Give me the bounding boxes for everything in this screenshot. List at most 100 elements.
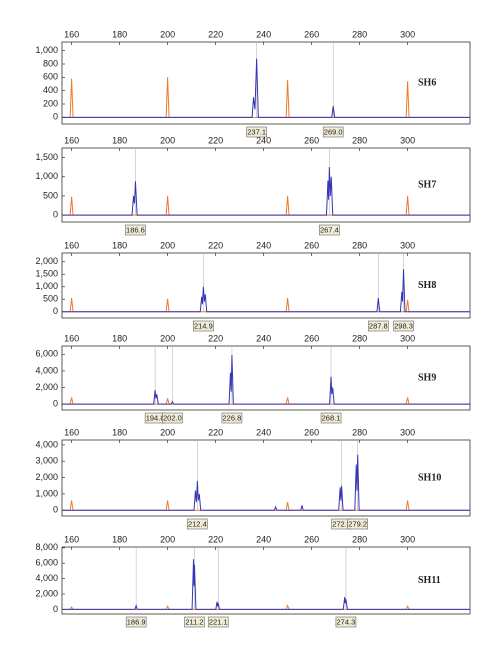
x-tick-label: 220: [208, 29, 223, 39]
y-tick-label: 200: [43, 98, 58, 108]
y-tick-label: 0: [53, 604, 58, 614]
marker-box: [246, 126, 267, 138]
x-tick-label: 260: [304, 29, 319, 39]
x-tick-label: 280: [352, 534, 367, 544]
trace: [62, 454, 470, 511]
y-tick-label: 0: [53, 399, 58, 409]
marker-box: [347, 518, 368, 530]
x-tick-label: 300: [400, 534, 415, 544]
y-tick-label: 6,000: [35, 349, 58, 359]
trace: [62, 58, 470, 118]
x-tick-label: 180: [112, 135, 127, 145]
x-tick-label: 240: [256, 240, 271, 250]
marker-box: [322, 126, 344, 138]
marker-box: [125, 616, 147, 628]
marker-box: [319, 224, 340, 236]
marker-label: 194.8: [146, 413, 165, 422]
y-tick-label: 0: [53, 209, 58, 219]
marker-box: [207, 616, 229, 628]
marker-label: 287.8: [369, 321, 388, 330]
x-tick-label: 180: [112, 427, 127, 437]
marker-box: [184, 616, 205, 628]
marker-box: [187, 518, 208, 530]
plot-frame: [61, 252, 471, 319]
x-tick-label: 160: [64, 135, 79, 145]
x-tick-label: 300: [400, 427, 415, 437]
x-tick-label: 300: [400, 333, 415, 343]
x-tick-label: 220: [208, 240, 223, 250]
x-tick-label: 180: [112, 29, 127, 39]
y-tick-label: 1,000: [35, 488, 58, 498]
trace: [62, 195, 470, 216]
x-tick-label: 260: [304, 427, 319, 437]
marker-label: 279.2: [348, 519, 367, 528]
x-tick-label: 280: [352, 333, 367, 343]
x-tick-label: 220: [208, 427, 223, 437]
y-tick-label: 2,000: [35, 472, 58, 482]
marker-box: [193, 320, 214, 332]
x-tick-label: 240: [256, 427, 271, 437]
y-tick-label: 1,000: [35, 171, 58, 181]
y-tick-label: 4,000: [35, 365, 58, 375]
y-tick-label: 3,000: [35, 456, 58, 466]
marker-label: 211.2: [185, 617, 203, 626]
x-tick-label: 280: [352, 240, 367, 250]
trace: [62, 559, 470, 610]
x-tick-label: 180: [112, 333, 127, 343]
x-tick-label: 200: [160, 534, 175, 544]
y-tick-label: 0: [53, 505, 58, 515]
trace: [62, 167, 470, 216]
x-tick-label: 240: [256, 333, 271, 343]
x-tick-label: 260: [304, 135, 319, 145]
x-tick-label: 220: [208, 534, 223, 544]
x-tick-label: 220: [208, 135, 223, 145]
y-tick-label: 1,000: [35, 281, 58, 291]
marker-label: 269.0: [324, 127, 343, 136]
y-tick-label: 500: [43, 190, 58, 200]
marker-label: 298.3: [394, 321, 413, 330]
marker-label: 202.0: [163, 413, 182, 422]
marker-label: 237.1: [247, 127, 266, 136]
marker-box: [221, 412, 243, 424]
y-tick-label: 400: [43, 85, 58, 95]
y-tick-label: 2,000: [35, 382, 58, 392]
plot-frame: [61, 147, 471, 223]
plot-frame: [61, 345, 471, 411]
marker-label: 186.6: [126, 225, 145, 234]
x-tick-label: 160: [64, 240, 79, 250]
y-tick-label: 600: [43, 72, 58, 82]
marker-label: 268.1: [322, 413, 341, 422]
marker-box: [335, 616, 357, 628]
x-tick-label: 160: [64, 534, 79, 544]
x-tick-label: 300: [400, 29, 415, 39]
x-tick-label: 260: [304, 240, 319, 250]
trace: [62, 500, 470, 511]
x-tick-label: 240: [256, 534, 271, 544]
trace: [62, 297, 470, 313]
x-tick-label: 300: [400, 240, 415, 250]
x-tick-label: 160: [64, 427, 79, 437]
x-tick-label: 200: [160, 333, 175, 343]
x-tick-label: 300: [400, 135, 415, 145]
x-tick-label: 160: [64, 29, 79, 39]
marker-box: [125, 224, 146, 236]
marker-label: 221.1: [209, 617, 228, 626]
marker-box: [393, 320, 414, 332]
y-tick-label: 2,000: [35, 588, 58, 598]
y-tick-label: 6,000: [35, 558, 58, 568]
trace: [62, 269, 470, 313]
y-tick-label: 1,000: [35, 45, 58, 55]
marker-label: 267.4: [320, 225, 339, 234]
marker-box: [368, 320, 389, 332]
x-tick-label: 220: [208, 333, 223, 343]
marker-label: 186.9: [127, 617, 146, 626]
x-tick-label: 240: [256, 135, 271, 145]
x-tick-label: 240: [256, 29, 271, 39]
x-tick-label: 280: [352, 427, 367, 437]
panel-title: SH11: [418, 575, 441, 586]
marker-label: 272.5: [332, 519, 351, 528]
trace: [62, 397, 470, 405]
trace: [62, 355, 470, 405]
